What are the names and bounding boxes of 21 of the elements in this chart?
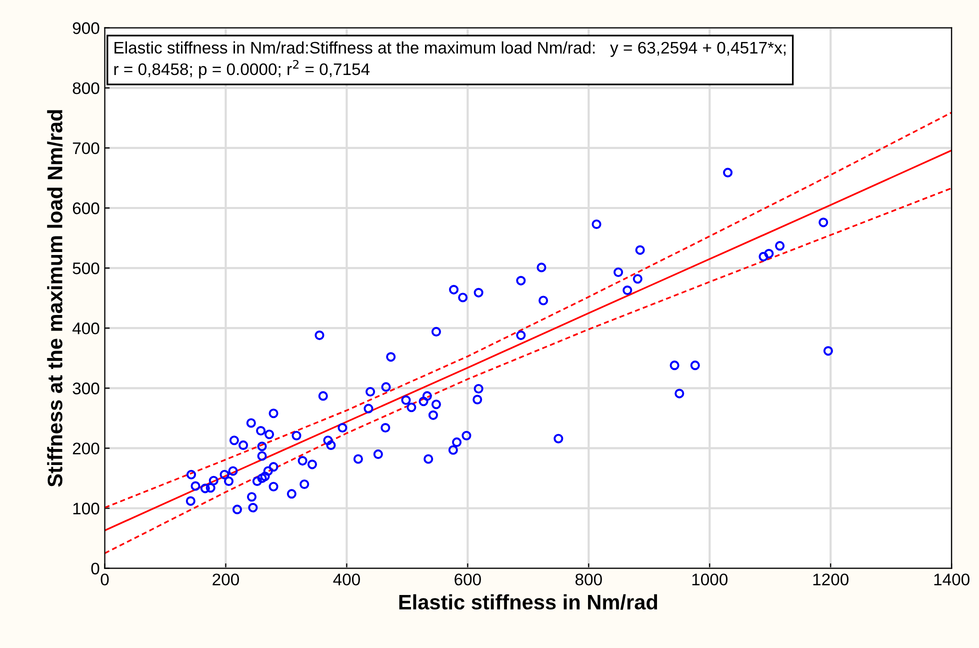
y-tick-label: 600 — [72, 202, 100, 214]
y-tick-label: 900 — [72, 22, 100, 34]
y-tick-label: 200 — [72, 442, 100, 454]
y-tick-label: 300 — [72, 382, 100, 394]
y-tick-label: 100 — [73, 502, 100, 514]
x-tick-label: 1400 — [934, 574, 970, 586]
annotation: Elastic stiffness in Nm/rad:Stiffness at the maximum load Nm/rad: y = 63,2594 + 0,4517*x; r = 0,8458; p = 0.0000; r$^{2}$ = 0,7154 — [114, 41, 786, 78]
y-tick-label: 700 — [72, 142, 100, 154]
x-tick-label: 0 — [100, 574, 109, 586]
x-tick-label: 1200 — [813, 574, 848, 586]
x-axis-title: Elastic stiffness in Nm/rad — [399, 594, 658, 610]
y-tick-label: 0 — [91, 562, 100, 574]
x-tick-label: 600 — [454, 574, 481, 586]
x-tick-label: 800 — [575, 574, 602, 586]
x-tick-label: 1000 — [692, 574, 728, 586]
x-tick-label: 400 — [333, 574, 360, 586]
y-tick-label: 400 — [72, 322, 100, 334]
y-tick-label: 500 — [72, 262, 100, 274]
y-axis-title: Stiffness at the maximum load Nm/rad — [47, 110, 63, 487]
x-tick-label: 200 — [212, 574, 239, 586]
y-tick-label: 800 — [72, 82, 100, 94]
